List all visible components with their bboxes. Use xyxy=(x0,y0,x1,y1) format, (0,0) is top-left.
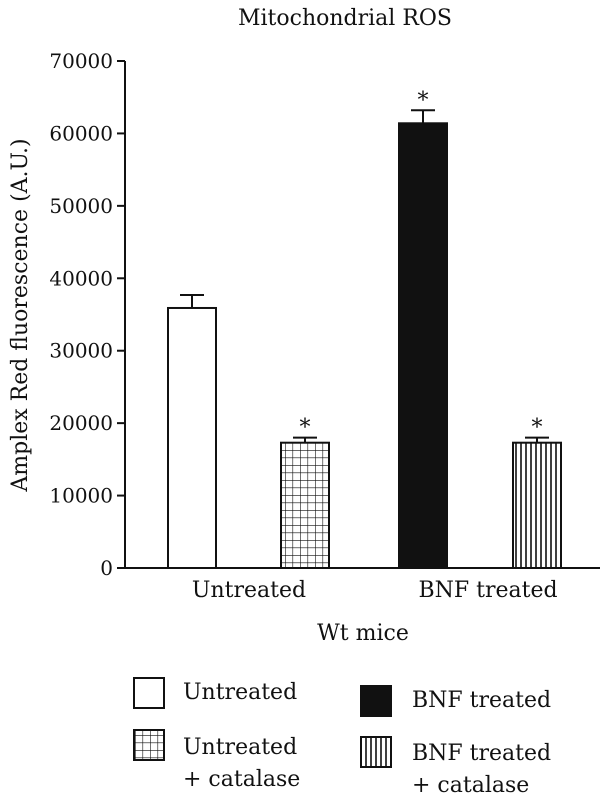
y-tick-label: 40000 xyxy=(49,266,113,290)
bar xyxy=(398,122,448,569)
legend-swatch xyxy=(360,736,392,768)
bar xyxy=(167,306,217,569)
y-tick-label: 10000 xyxy=(49,484,113,508)
legend: Untreated BNF treated Untreated + catalase B… xyxy=(133,677,551,798)
chart-title: Mitochondrial ROS xyxy=(238,6,452,31)
legend-label: Untreated xyxy=(183,680,297,705)
significance-marker: * xyxy=(418,88,429,113)
x-axis-label: Wt mice xyxy=(317,621,409,646)
legend-swatch xyxy=(133,729,165,761)
legend-label: + catalase xyxy=(183,767,300,792)
legend-label: BNF treated xyxy=(412,741,551,766)
bar xyxy=(512,441,562,570)
x-group-label: Untreated xyxy=(192,578,306,603)
legend-swatch xyxy=(360,685,392,717)
legend-label: BNF treated xyxy=(412,688,551,713)
plot-area: 0 10000 20000 30000 40000 50000 60000 70000 * * * U… xyxy=(49,49,600,603)
y-tick-label: 70000 xyxy=(49,49,113,73)
x-group-label: BNF treated xyxy=(418,578,557,603)
legend-label: Untreated xyxy=(183,735,297,760)
legend-label: + catalase xyxy=(412,773,529,798)
bar xyxy=(280,441,330,570)
legend-swatch xyxy=(133,677,165,709)
significance-marker: * xyxy=(300,416,311,441)
y-axis-label: Amplex Red fluorescence (A.U.) xyxy=(8,138,33,492)
y-tick-label: 30000 xyxy=(49,339,113,363)
significance-marker: * xyxy=(532,416,543,441)
y-tick-label: 60000 xyxy=(49,121,113,145)
y-tick-label: 50000 xyxy=(49,194,113,218)
y-tick-label: 0 xyxy=(100,556,113,580)
y-tick-label: 20000 xyxy=(49,411,113,435)
